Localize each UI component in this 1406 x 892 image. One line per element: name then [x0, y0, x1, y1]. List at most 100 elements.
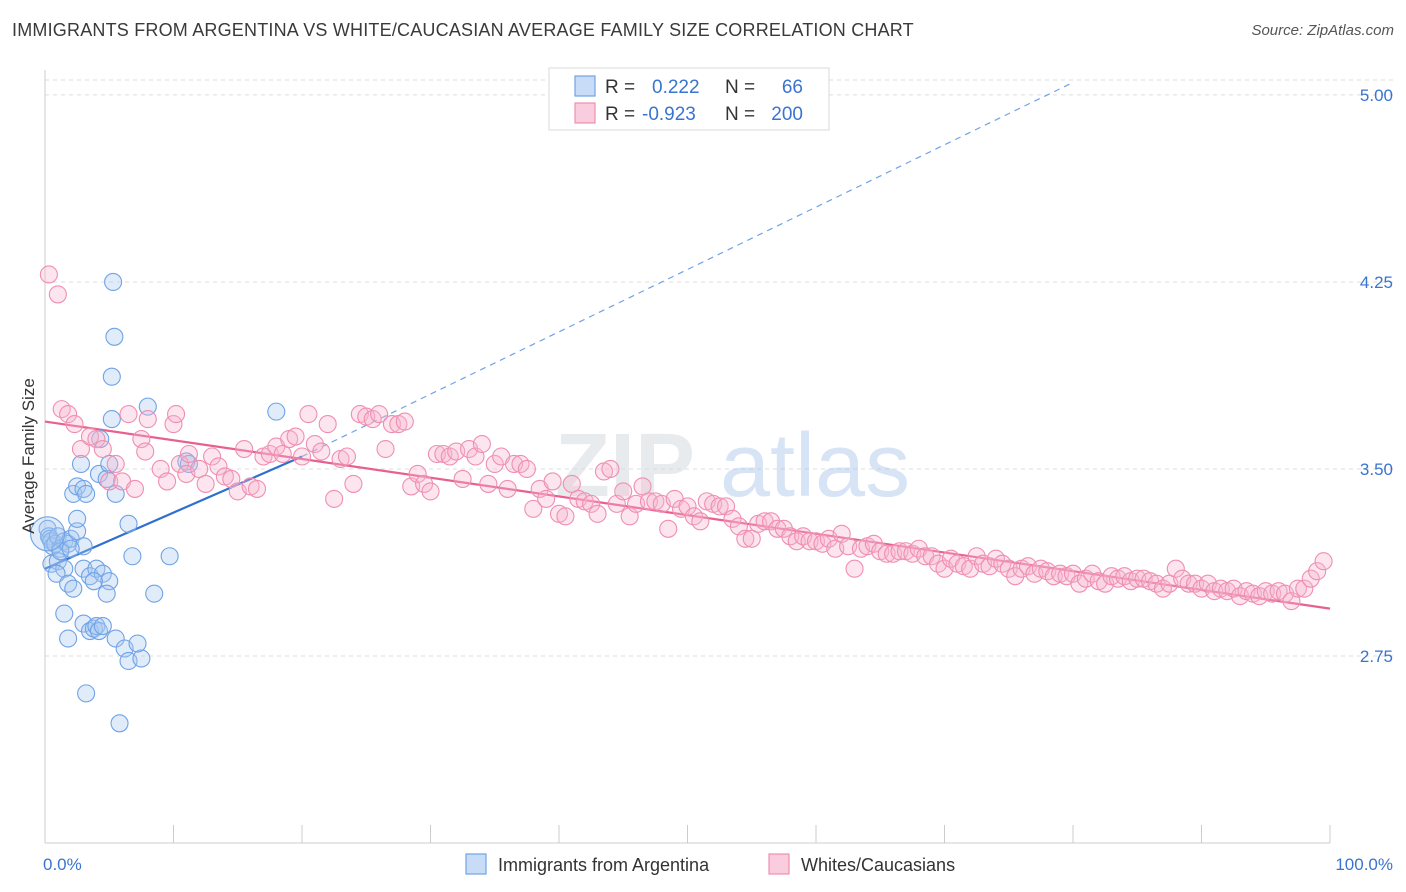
data-point-pink	[1083, 564, 1102, 583]
legend-r-label-2: R =	[605, 104, 635, 125]
data-point-blue	[128, 634, 147, 653]
data-point-blue	[71, 454, 91, 474]
data-point-blue	[93, 617, 112, 636]
data-point-pink	[601, 459, 620, 479]
data-point-pink	[453, 469, 472, 488]
data-point-pink	[774, 519, 793, 538]
chart-title: IMMIGRANTS FROM ARGENTINA VS WHITE/CAUCA…	[12, 20, 914, 40]
data-point-blue	[97, 584, 116, 603]
data-point-pink	[292, 447, 312, 466]
data-point-blue	[68, 509, 87, 528]
data-point-pink	[472, 434, 491, 454]
data-point-pink	[167, 405, 186, 424]
data-point-pink	[273, 444, 292, 464]
y-tick-labels: 2.75 3.50 4.25 5.00	[1360, 86, 1393, 666]
data-point-pink	[376, 439, 395, 459]
data-point-pink	[71, 439, 91, 459]
data-point-blue	[132, 649, 151, 668]
data-point-pink	[395, 412, 414, 431]
data-point-pink	[736, 529, 755, 548]
legend-n-label-2: N =	[725, 104, 755, 125]
data-point-pink	[100, 472, 119, 491]
data-point-pink	[999, 559, 1018, 578]
trend-line-blue-extension	[301, 81, 1074, 458]
data-point-blue	[59, 574, 78, 593]
data-point-pink	[1006, 567, 1025, 586]
data-point-pink	[723, 509, 742, 528]
data-point-pink	[190, 459, 209, 479]
series-swatch-blue	[465, 853, 487, 875]
data-point-pink	[691, 512, 710, 531]
data-point-pink	[408, 464, 427, 484]
data-point-pink	[235, 439, 254, 459]
data-point-pink	[1308, 562, 1327, 581]
y-tick-label: 3.50	[1360, 460, 1393, 479]
legend-n-value-1: 66	[782, 77, 803, 98]
data-point-pink	[260, 444, 279, 464]
data-point-pink	[479, 474, 498, 493]
data-point-pink	[710, 497, 729, 516]
data-point-pink	[1301, 569, 1320, 588]
data-point-pink	[87, 429, 106, 449]
legend-swatch-blue	[574, 75, 596, 97]
data-point-pink	[136, 442, 155, 461]
data-points	[30, 265, 1333, 733]
series-name-2: Whites/Caucasians	[801, 855, 955, 875]
data-point-pink	[119, 405, 138, 424]
data-point-pink	[562, 474, 581, 493]
legend: R = 0.222 N = 66 R = -0.923 N = 200	[548, 67, 830, 131]
data-point-pink	[370, 405, 389, 424]
data-point-pink	[485, 454, 504, 474]
data-point-pink	[588, 504, 607, 523]
data-point-pink	[286, 427, 305, 446]
data-point-pink	[196, 474, 215, 493]
data-point-pink	[203, 447, 222, 466]
y-tick-label: 4.25	[1360, 273, 1393, 292]
data-point-pink	[318, 415, 337, 434]
data-point-pink	[845, 559, 864, 578]
data-point-pink	[93, 439, 112, 459]
axes	[44, 70, 1331, 844]
data-point-pink	[498, 479, 517, 498]
data-point-pink	[209, 457, 228, 476]
data-point-pink	[633, 477, 652, 496]
data-point-blue	[68, 522, 87, 541]
y-tick-label: 5.00	[1360, 86, 1393, 105]
series-legend: Immigrants from Argentina Whites/Caucasi…	[465, 853, 955, 875]
data-point-blue	[84, 572, 103, 591]
legend-swatch-pink	[574, 102, 596, 124]
data-point-blue	[87, 617, 106, 636]
data-point-pink	[524, 499, 543, 518]
data-point-blue	[77, 484, 96, 503]
data-point-pink	[1295, 579, 1314, 598]
source-label: Source: ZipAtlas.com	[1251, 22, 1394, 39]
data-point-pink	[864, 534, 883, 553]
gridlines	[45, 79, 1395, 657]
data-point-blue	[145, 584, 164, 603]
data-point-blue	[59, 629, 78, 648]
data-point-blue	[74, 559, 93, 578]
data-point-blue	[104, 272, 123, 292]
data-point-pink	[1288, 579, 1307, 598]
data-point-pink	[337, 447, 357, 466]
data-point-pink	[556, 507, 575, 526]
data-point-pink	[659, 519, 678, 538]
legend-n-value-2: 200	[771, 104, 803, 125]
y-axis-label: Average Family Size	[19, 378, 38, 534]
data-point-pink	[39, 265, 58, 284]
data-point-pink	[614, 482, 633, 501]
data-point-pink	[65, 415, 84, 434]
data-point-blue	[119, 514, 138, 533]
data-point-pink	[247, 479, 267, 498]
data-point-pink	[742, 529, 761, 548]
data-point-pink	[59, 405, 78, 424]
data-point-blue	[30, 516, 66, 552]
data-point-blue	[106, 629, 125, 648]
data-point-pink	[517, 459, 536, 479]
data-point-blue	[93, 564, 112, 583]
data-point-blue	[77, 684, 96, 703]
data-point-pink	[299, 405, 318, 424]
legend-r-value-2: -0.923	[642, 104, 696, 125]
series-swatch-pink	[768, 853, 790, 875]
